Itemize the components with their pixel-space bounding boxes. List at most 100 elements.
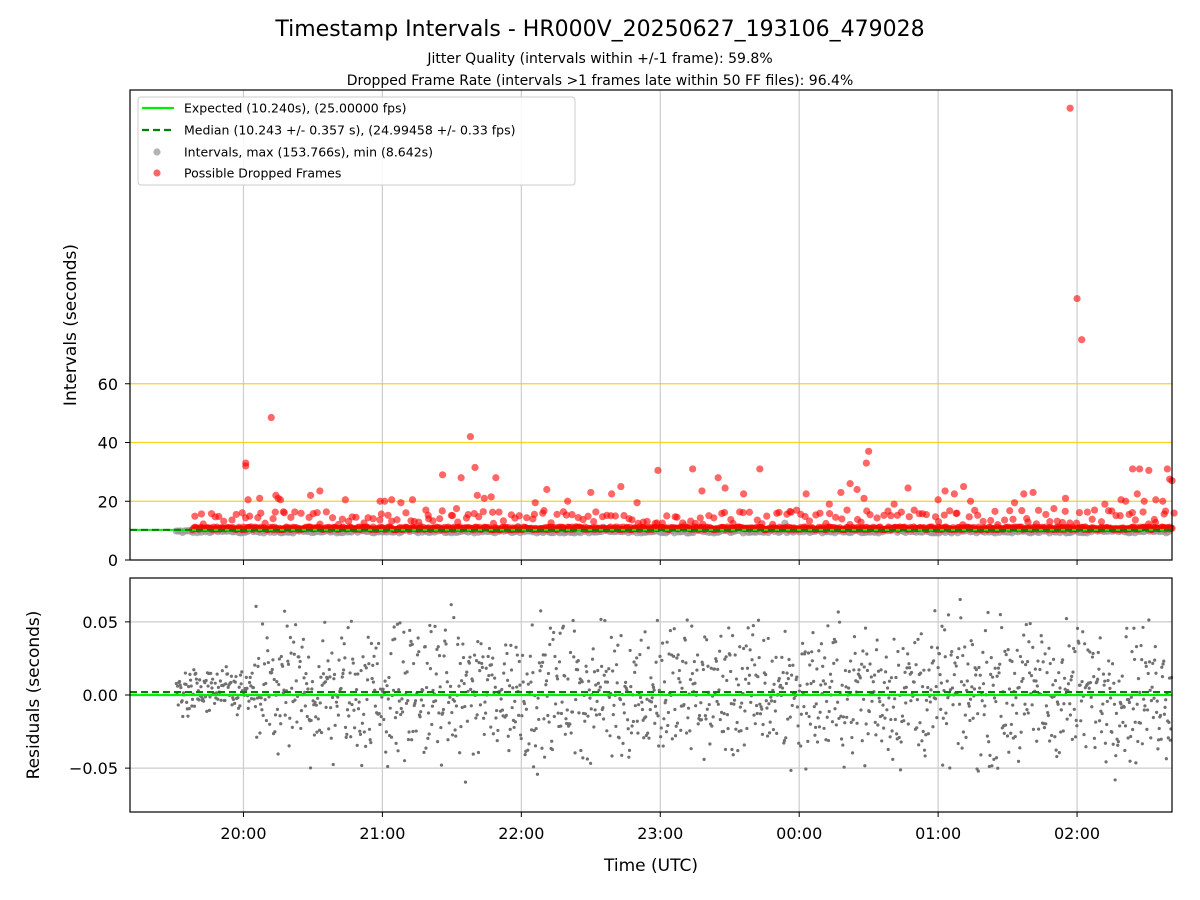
residual-point: [1039, 634, 1043, 638]
residual-point: [819, 642, 824, 646]
dropped-frame-point: [454, 518, 462, 526]
residual-point: [884, 670, 888, 674]
residual-point: [372, 654, 376, 658]
residual-point: [823, 656, 827, 660]
dropped-frame-outlier: [466, 433, 474, 441]
residual-point: [474, 659, 479, 663]
residual-point: [681, 659, 685, 663]
residual-point: [1006, 648, 1010, 652]
residual-point: [1142, 697, 1146, 701]
residual-point: [877, 696, 881, 700]
residual-point: [831, 641, 835, 645]
dropped-frame-point: [1006, 507, 1014, 515]
residual-point: [1131, 707, 1135, 711]
residual-point: [1024, 622, 1028, 627]
residual-point: [247, 699, 251, 703]
residual-point: [875, 638, 879, 642]
residual-point: [504, 713, 508, 717]
residual-point: [714, 659, 718, 663]
dropped-frame-point: [953, 509, 961, 517]
residual-point: [419, 710, 423, 714]
residual-point: [834, 640, 838, 644]
residual-point: [331, 762, 335, 767]
residual-point: [810, 659, 814, 663]
residual-point: [1075, 626, 1080, 630]
dropped-frame-outlier: [1152, 496, 1160, 504]
residual-point: [527, 742, 531, 746]
residual-point: [707, 702, 711, 707]
residual-point: [791, 663, 795, 667]
residual-point: [957, 647, 961, 651]
dropped-frame-outlier: [242, 462, 250, 470]
intervals-y-axis-label: Intervals (seconds): [61, 244, 81, 406]
residual-point: [728, 653, 732, 657]
dropped-frame-point: [710, 514, 718, 522]
residual-point: [379, 715, 383, 719]
residual-point: [1166, 736, 1170, 740]
residual-point: [962, 683, 966, 687]
dropped-frame-point: [663, 512, 671, 520]
dropped-frame-point: [436, 515, 444, 523]
residual-point: [586, 714, 590, 718]
dropped-frame-outlier: [1122, 497, 1130, 505]
residual-point: [762, 638, 766, 642]
residual-point: [559, 724, 563, 728]
residual-point: [521, 680, 525, 684]
dropped-frame-point: [805, 517, 814, 525]
residual-point: [987, 740, 991, 744]
residual-point: [703, 714, 707, 718]
residual-point: [735, 720, 739, 725]
residual-point: [356, 707, 361, 711]
residual-point: [852, 668, 856, 672]
residual-point: [188, 672, 192, 676]
residual-point: [581, 756, 585, 760]
residual-point: [448, 684, 453, 688]
residual-point: [1067, 644, 1071, 648]
residual-point: [402, 630, 406, 634]
residual-point: [928, 700, 932, 704]
residual-point: [352, 708, 356, 712]
residual-point: [970, 685, 974, 689]
residual-point: [644, 733, 648, 738]
residual-point: [733, 653, 737, 657]
residual-point: [700, 660, 704, 664]
residual-point: [407, 730, 411, 734]
residual-point: [859, 708, 863, 712]
residual-point: [398, 621, 402, 625]
residual-point: [785, 671, 789, 675]
residual-point: [894, 675, 898, 680]
residual-point: [627, 755, 631, 759]
dropped-frame-point: [801, 512, 809, 521]
residual-point: [262, 662, 267, 666]
residual-point: [439, 763, 444, 767]
residual-point: [546, 713, 550, 718]
residual-point: [251, 686, 256, 690]
residual-point: [373, 704, 377, 708]
residual-point: [1055, 754, 1059, 759]
residual-point: [1104, 760, 1108, 764]
residual-point: [608, 734, 612, 738]
residual-point: [448, 695, 452, 699]
residual-point: [1014, 711, 1019, 715]
residual-point: [539, 664, 543, 668]
residual-point: [767, 702, 771, 706]
residual-point: [255, 735, 259, 739]
legend-dropped-label: Possible Dropped Frames: [184, 166, 341, 181]
residual-point: [671, 654, 676, 658]
dropped-frame-outlier: [1050, 504, 1058, 513]
residuals-x-ticks: 20:00 21:00 22:00 23:00 00:00 01:00 02:00: [220, 812, 1100, 843]
residual-point: [812, 705, 816, 709]
residual-point: [480, 665, 484, 669]
residual-point: [903, 670, 907, 674]
residual-point: [981, 682, 986, 686]
residual-point: [1056, 702, 1060, 706]
residual-point: [690, 671, 695, 676]
residual-point: [982, 713, 986, 717]
residual-point: [617, 736, 621, 740]
residuals-points: [174, 597, 1174, 784]
residual-point: [402, 759, 407, 763]
residual-point: [1106, 678, 1110, 683]
residual-point: [430, 722, 434, 727]
residual-point: [369, 641, 374, 646]
residual-point: [780, 655, 784, 659]
